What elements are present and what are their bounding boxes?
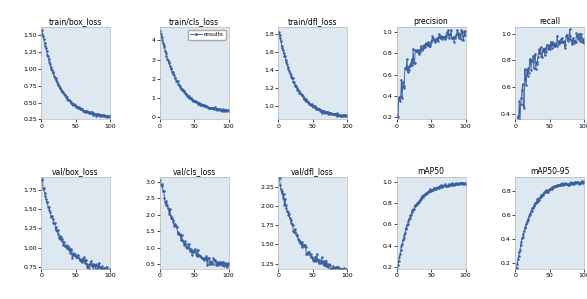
- Title: train/cls_loss: train/cls_loss: [169, 17, 219, 26]
- Title: recall: recall: [539, 17, 560, 26]
- Title: mAP50-95: mAP50-95: [530, 167, 569, 176]
- Title: val/dfl_loss: val/dfl_loss: [291, 167, 334, 176]
- Legend: results: results: [188, 30, 225, 39]
- Title: val/cls_loss: val/cls_loss: [173, 167, 215, 176]
- Title: precision: precision: [414, 17, 448, 26]
- Title: mAP50: mAP50: [417, 167, 444, 176]
- Title: val/box_loss: val/box_loss: [52, 167, 99, 176]
- Title: train/box_loss: train/box_loss: [49, 17, 102, 26]
- Title: train/dfl_loss: train/dfl_loss: [288, 17, 338, 26]
